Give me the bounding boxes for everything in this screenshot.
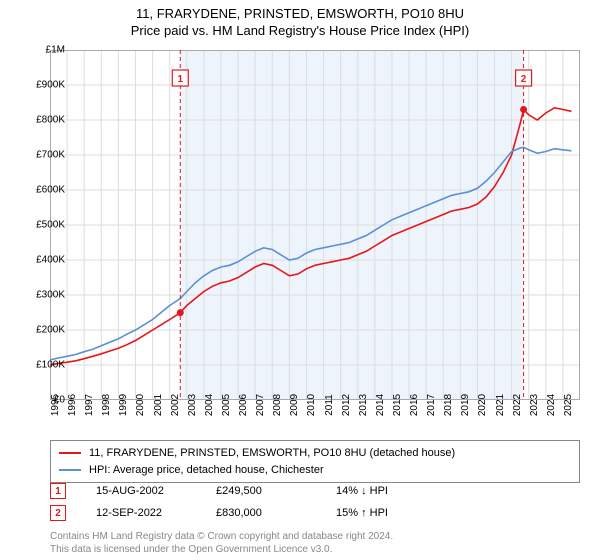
x-axis-tick: 2002	[170, 394, 181, 416]
x-axis-tick: 1999	[118, 394, 129, 416]
x-axis-tick: 2011	[324, 394, 335, 416]
chart-area: 12	[50, 50, 580, 400]
marker-price: £830,000	[216, 507, 306, 519]
title-line2: Price paid vs. HM Land Registry's House …	[0, 23, 600, 38]
marker-date: 12-SEP-2022	[96, 507, 186, 519]
y-axis-tick: £1M	[46, 45, 65, 56]
x-axis-tick: 2005	[221, 394, 232, 416]
y-axis-tick: £400K	[36, 255, 65, 266]
x-axis-tick: 2025	[563, 394, 574, 416]
x-axis-tick: 2017	[426, 394, 437, 416]
x-axis-tick: 2003	[187, 394, 198, 416]
x-axis-tick: 2024	[546, 394, 557, 416]
x-axis-tick: 2012	[341, 394, 352, 416]
marker-table-row: 2 12-SEP-2022 £830,000 15% ↑ HPI	[50, 502, 426, 524]
y-axis-tick: £600K	[36, 185, 65, 196]
svg-text:2: 2	[521, 74, 527, 85]
x-axis-tick: 1995	[50, 394, 61, 416]
y-axis-tick: £100K	[36, 360, 65, 371]
x-axis-tick: 2000	[135, 394, 146, 416]
footer-attribution: Contains HM Land Registry data © Crown c…	[50, 530, 393, 556]
x-axis-tick: 2001	[153, 394, 164, 416]
x-axis-tick: 2007	[255, 394, 266, 416]
y-axis-tick: £300K	[36, 290, 65, 301]
x-axis-tick: 2022	[512, 394, 523, 416]
x-axis-tick: 2014	[375, 394, 386, 416]
legend-box: 11, FRARYDENE, PRINSTED, EMSWORTH, PO10 …	[50, 440, 580, 483]
marker-delta: 15% ↑ HPI	[336, 507, 426, 519]
x-axis-tick: 2013	[358, 394, 369, 416]
title-line1: 11, FRARYDENE, PRINSTED, EMSWORTH, PO10 …	[0, 6, 600, 21]
x-axis-tick: 1997	[84, 394, 95, 416]
x-axis-tick: 2006	[238, 394, 249, 416]
marker-table-row: 1 15-AUG-2002 £249,500 14% ↓ HPI	[50, 480, 426, 502]
x-axis-tick: 2023	[529, 394, 540, 416]
legend-item: 11, FRARYDENE, PRINSTED, EMSWORTH, PO10 …	[59, 445, 571, 462]
x-axis-tick: 2019	[460, 394, 471, 416]
legend-swatch	[59, 452, 81, 454]
y-axis-tick: £500K	[36, 220, 65, 231]
x-axis-tick: 2021	[495, 394, 506, 416]
x-axis-tick: 2008	[272, 394, 283, 416]
y-axis-tick: £200K	[36, 325, 65, 336]
x-axis-tick: 2015	[392, 394, 403, 416]
footer-line2: This data is licensed under the Open Gov…	[50, 543, 393, 556]
x-axis-tick: 2020	[477, 394, 488, 416]
x-axis-tick: 2004	[204, 394, 215, 416]
legend-label: 11, FRARYDENE, PRINSTED, EMSWORTH, PO10 …	[89, 445, 455, 462]
y-axis-tick: £800K	[36, 115, 65, 126]
legend-swatch	[59, 469, 81, 471]
svg-text:1: 1	[177, 74, 183, 85]
y-axis-tick: £900K	[36, 80, 65, 91]
x-axis-tick: 1998	[101, 394, 112, 416]
line-chart-svg: 12	[50, 50, 580, 400]
marker-table: 1 15-AUG-2002 £249,500 14% ↓ HPI 2 12-SEP-202…	[50, 480, 426, 524]
legend-label: HPI: Average price, detached house, Chic…	[89, 462, 324, 479]
marker-badge: 2	[50, 505, 66, 521]
marker-badge: 1	[50, 483, 66, 499]
x-axis-tick: 2010	[306, 394, 317, 416]
marker-price: £249,500	[216, 485, 306, 497]
footer-line1: Contains HM Land Registry data © Crown c…	[50, 530, 393, 543]
y-axis-tick: £700K	[36, 150, 65, 161]
x-axis-tick: 2009	[289, 394, 300, 416]
x-axis-tick: 2018	[443, 394, 454, 416]
legend-item: HPI: Average price, detached house, Chic…	[59, 462, 571, 479]
x-axis-tick: 1996	[67, 394, 78, 416]
chart-title-block: 11, FRARYDENE, PRINSTED, EMSWORTH, PO10 …	[0, 0, 600, 38]
marker-date: 15-AUG-2002	[96, 485, 186, 497]
marker-delta: 14% ↓ HPI	[336, 485, 426, 497]
x-axis-tick: 2016	[409, 394, 420, 416]
